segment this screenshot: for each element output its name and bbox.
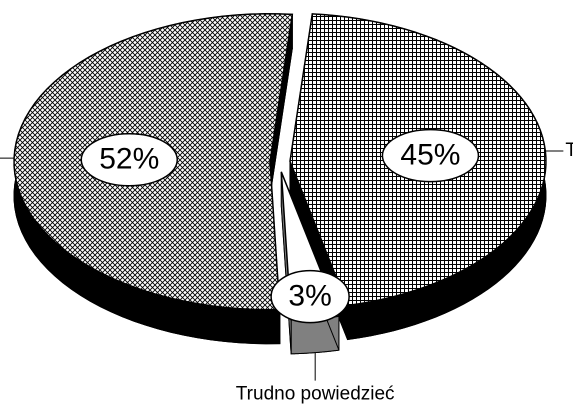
category-label: Tak xyxy=(565,140,573,161)
value-label: 52% xyxy=(99,143,159,176)
value-label-bubble xyxy=(270,269,350,324)
value-label: 45% xyxy=(400,139,460,172)
category-label: Trudno powiedzieć xyxy=(236,384,395,405)
value-label-bubble xyxy=(80,133,178,187)
value-label: 3% xyxy=(288,280,331,313)
value-label-bubble xyxy=(381,128,480,183)
